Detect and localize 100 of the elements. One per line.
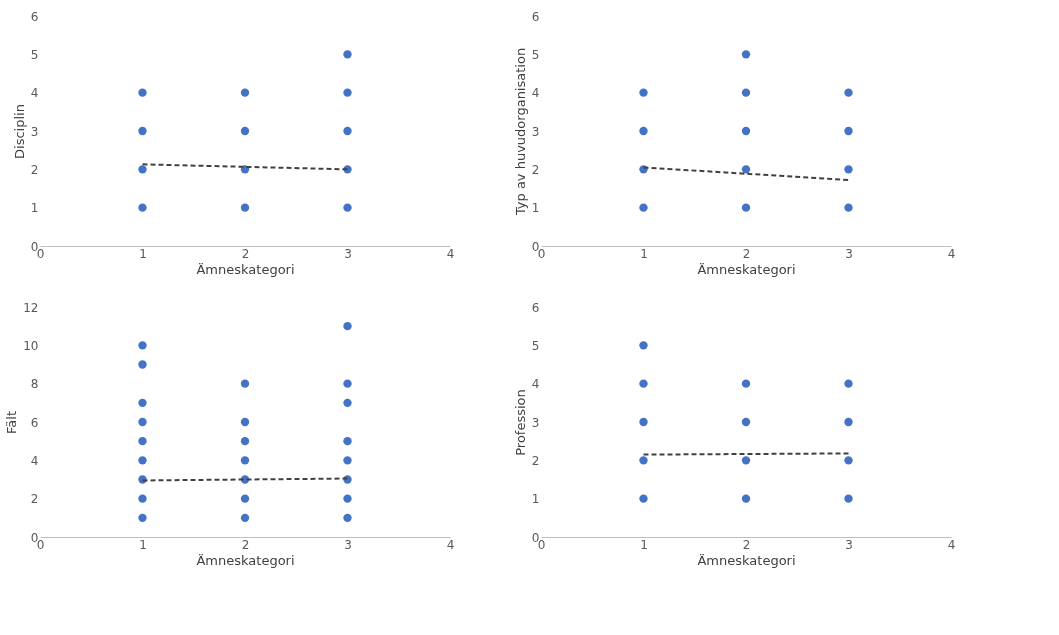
x-tick-label: 1 bbox=[139, 537, 147, 552]
point bbox=[844, 203, 853, 212]
point bbox=[240, 513, 250, 523]
y-axis-title: Profession bbox=[512, 389, 528, 456]
y-tick-label: 10 bbox=[23, 338, 39, 353]
x-tick-label: 2 bbox=[241, 537, 250, 552]
point bbox=[844, 456, 853, 465]
point bbox=[741, 126, 751, 136]
point bbox=[240, 417, 250, 427]
x-tick-label: 2 bbox=[241, 246, 250, 261]
point bbox=[639, 494, 648, 503]
y-tick-label: 12 bbox=[23, 300, 39, 315]
point bbox=[741, 379, 751, 388]
y-tick-label: 5 bbox=[30, 47, 39, 62]
y-tick-label: 6 bbox=[531, 9, 540, 24]
point bbox=[240, 126, 250, 136]
point bbox=[639, 203, 648, 212]
x-tick-label: 3 bbox=[845, 537, 853, 552]
point bbox=[844, 88, 853, 97]
point bbox=[741, 203, 751, 212]
point bbox=[639, 417, 648, 427]
y-tick-label: 5 bbox=[531, 338, 540, 353]
y-tick-label: 6 bbox=[30, 415, 39, 430]
y-tick-label: 4 bbox=[30, 86, 39, 101]
x-tick-label: 2 bbox=[742, 246, 751, 261]
y-tick-label: 3 bbox=[531, 415, 540, 430]
point bbox=[138, 456, 147, 465]
x-tick-label: 3 bbox=[845, 246, 853, 261]
x-tick-label: 1 bbox=[139, 246, 147, 261]
y-tick-label: 4 bbox=[30, 453, 39, 468]
x-tick-label: 4 bbox=[947, 537, 956, 552]
point bbox=[343, 203, 352, 212]
y-tick-label: 6 bbox=[30, 9, 39, 24]
point bbox=[240, 436, 250, 446]
point bbox=[844, 417, 853, 427]
point bbox=[240, 379, 250, 388]
point bbox=[343, 456, 352, 465]
y-tick-label: 2 bbox=[30, 162, 39, 177]
point bbox=[844, 494, 853, 503]
point bbox=[639, 379, 648, 388]
y-tick-label: 5 bbox=[531, 47, 540, 62]
point bbox=[138, 494, 147, 503]
point bbox=[240, 88, 250, 97]
y-axis-title: Typ av huvudorganisation bbox=[512, 47, 528, 217]
point bbox=[343, 436, 352, 446]
point bbox=[741, 50, 751, 59]
x-tick-label: 3 bbox=[344, 537, 352, 552]
point bbox=[240, 456, 250, 465]
point bbox=[741, 494, 751, 503]
y-tick-label: 1 bbox=[531, 201, 540, 216]
y-tick-label: 1 bbox=[30, 201, 39, 216]
x-axis-title: Ämneskategori bbox=[196, 552, 295, 568]
y-tick-label: 8 bbox=[30, 377, 39, 392]
y-axis-title: Fält bbox=[4, 411, 20, 434]
y-tick-label: 6 bbox=[531, 300, 540, 315]
y-tick-label: 1 bbox=[531, 492, 540, 507]
point bbox=[343, 379, 352, 388]
point bbox=[240, 203, 250, 212]
point bbox=[639, 341, 648, 350]
point bbox=[138, 88, 147, 97]
y-axis-title: Disciplin bbox=[11, 104, 27, 159]
point bbox=[343, 398, 352, 408]
x-tick-label: 1 bbox=[640, 537, 648, 552]
point bbox=[741, 456, 751, 465]
x-tick-label: 4 bbox=[446, 537, 455, 552]
point bbox=[343, 321, 352, 331]
y-tick-label: 4 bbox=[531, 377, 540, 392]
x-axis-title: Ämneskategori bbox=[196, 261, 295, 277]
point bbox=[844, 379, 853, 388]
y-tick-label: 3 bbox=[531, 124, 540, 139]
x-tick-label: 1 bbox=[640, 246, 648, 261]
x-tick-label: 4 bbox=[446, 246, 455, 261]
point bbox=[343, 494, 352, 503]
point bbox=[844, 126, 853, 136]
point bbox=[138, 513, 147, 523]
point bbox=[343, 50, 352, 59]
point bbox=[138, 165, 147, 174]
point bbox=[138, 203, 147, 212]
y-tick-label: 2 bbox=[531, 162, 540, 177]
point bbox=[741, 417, 751, 427]
x-axis-title: Ämneskategori bbox=[697, 261, 796, 277]
point bbox=[138, 341, 147, 350]
y-tick-label: 3 bbox=[30, 124, 39, 139]
x-tick-label: 2 bbox=[742, 537, 751, 552]
point bbox=[844, 165, 853, 174]
x-tick-label: 4 bbox=[947, 246, 956, 261]
point bbox=[639, 88, 648, 97]
y-tick-label: 4 bbox=[531, 86, 540, 101]
point bbox=[240, 494, 250, 503]
point bbox=[741, 165, 751, 174]
point bbox=[138, 360, 147, 369]
point bbox=[741, 88, 751, 97]
point bbox=[343, 513, 352, 523]
point bbox=[343, 126, 352, 136]
y-tick-label: 2 bbox=[30, 492, 39, 507]
point bbox=[138, 126, 147, 136]
point bbox=[138, 436, 147, 446]
point bbox=[639, 126, 648, 136]
y-tick-label: 2 bbox=[531, 453, 540, 468]
x-axis-title: Ämneskategori bbox=[697, 552, 796, 568]
